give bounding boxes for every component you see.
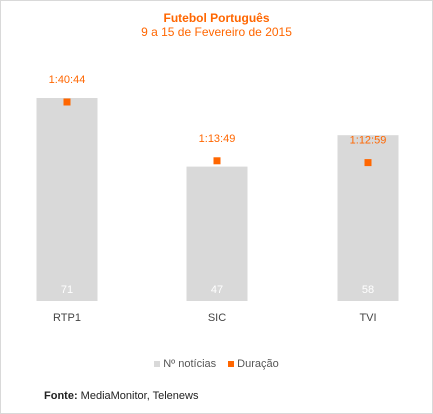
x-tick-label: RTP1: [53, 312, 81, 324]
duration-label: 1:12:59: [350, 135, 387, 147]
legend-item-news[interactable]: Nº notícias: [154, 358, 216, 370]
legend-label-news: Nº notícias: [163, 358, 217, 370]
duration-marker: [63, 98, 71, 106]
source-label: Fonte:: [44, 390, 78, 402]
chart-legend[interactable]: Nº notícias Duração: [0, 358, 433, 370]
bar-value-label: 58: [362, 284, 374, 296]
legend-item-duration[interactable]: Duração: [228, 358, 279, 370]
x-tick-label: TVI: [359, 312, 376, 324]
legend-swatch-news: [154, 361, 161, 367]
legend-swatch-duration: [228, 361, 235, 367]
legend-label-duration: Duração: [237, 358, 279, 370]
bar: [186, 166, 248, 301]
chart-title: Futebol Português: [163, 11, 270, 25]
duration-label: 1:40:44: [49, 74, 86, 86]
bar: [36, 98, 98, 301]
duration-marker: [213, 157, 221, 165]
x-tick-label: SIC: [208, 312, 226, 324]
bar-value-label: 47: [211, 284, 223, 296]
bar-value-label: 71: [61, 284, 73, 296]
duration-marker: [364, 159, 372, 167]
duration-label: 1:13:49: [199, 133, 236, 145]
chart-subtitle: 9 a 15 de Fevereiro de 2015: [141, 25, 292, 39]
source-note: Fonte: MediaMonitor, Telenews: [44, 390, 198, 402]
source-text: MediaMonitor, Telenews: [77, 390, 199, 402]
